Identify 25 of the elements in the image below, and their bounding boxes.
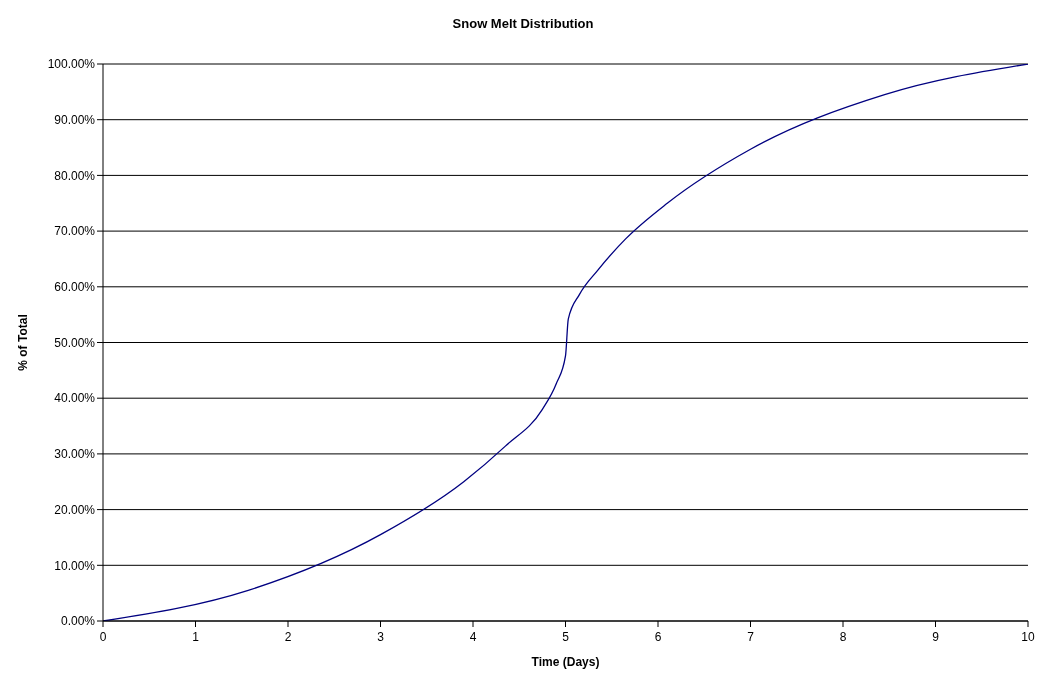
x-tick-label: 2: [284, 630, 292, 644]
y-tick-label: 30.00%: [54, 447, 96, 462]
y-tick-label: 60.00%: [54, 280, 96, 295]
x-tick-label: 10: [1021, 630, 1035, 644]
chart-title: Snow Melt Distribution: [451, 16, 595, 33]
x-tick-label: 8: [839, 630, 847, 644]
x-tick-label: 5: [562, 630, 570, 644]
y-tick-label: 80.00%: [54, 168, 96, 183]
x-tick-label: 3: [377, 630, 385, 644]
y-tick-label: 50.00%: [54, 335, 96, 350]
y-tick-label: 100.00%: [47, 57, 96, 72]
x-tick-label: 9: [932, 630, 940, 644]
y-tick-label: 90.00%: [54, 112, 96, 127]
x-axis-title: Time (Days): [531, 655, 600, 669]
x-tick-label: 0: [99, 630, 107, 644]
y-tick-label: 20.00%: [54, 502, 96, 517]
y-tick-label: 0.00%: [60, 614, 96, 629]
x-tick-label: 1: [192, 630, 200, 644]
y-tick-label: 70.00%: [54, 224, 96, 239]
x-tick-label: 7: [747, 630, 755, 644]
y-axis-title: % of Total: [16, 314, 31, 371]
y-tick-label: 10.00%: [54, 558, 96, 573]
x-tick-label: 4: [469, 630, 477, 644]
x-tick-label: 6: [654, 630, 662, 644]
y-tick-label: 40.00%: [54, 391, 96, 406]
